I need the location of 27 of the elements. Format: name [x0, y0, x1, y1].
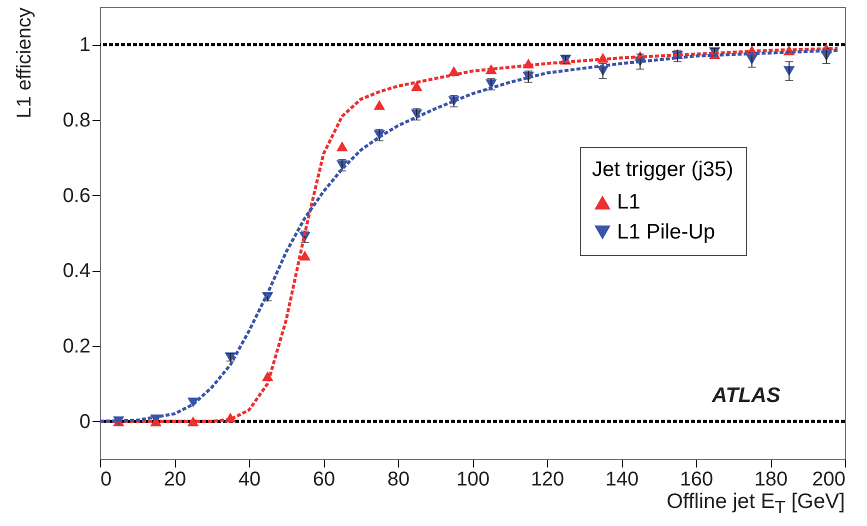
legend-label: L1	[617, 190, 640, 214]
point	[410, 81, 422, 92]
legend-title: Jet trigger (j35)	[592, 158, 734, 181]
annotation: ATLAS	[712, 384, 780, 408]
x-tick-label: 80	[387, 468, 410, 490]
x-tick-label: 120	[530, 468, 564, 490]
y-tick-label: 0.2	[62, 336, 90, 358]
x-tick-label: 100	[456, 468, 490, 490]
y-axis-title: L1 efficiency	[14, 8, 36, 118]
y-tick-label: 0.8	[62, 110, 90, 132]
x-tick-label: 20	[164, 468, 186, 490]
point	[336, 141, 348, 152]
x-tick-label: 0	[100, 468, 112, 490]
x-tick-label: 40	[238, 468, 261, 490]
point	[299, 250, 311, 261]
x-axis-title: Offline jet E$_{T}$ [GeV]	[666, 490, 845, 518]
x-tick-label: 60	[312, 468, 336, 490]
y-tick-label: 0.6	[62, 184, 90, 207]
x-tick-label: 140	[605, 468, 639, 490]
x-tick-label: 160	[680, 468, 714, 490]
x-tick-label: 200	[812, 468, 846, 490]
y-tick-label: 0.4	[62, 260, 90, 282]
x-tick-label: 180	[754, 468, 788, 490]
point	[374, 100, 386, 110]
legend-label: L1 Pile-Up	[617, 220, 716, 244]
y-tick-label: 1	[79, 34, 90, 56]
y-tick-label: 0	[79, 410, 90, 433]
